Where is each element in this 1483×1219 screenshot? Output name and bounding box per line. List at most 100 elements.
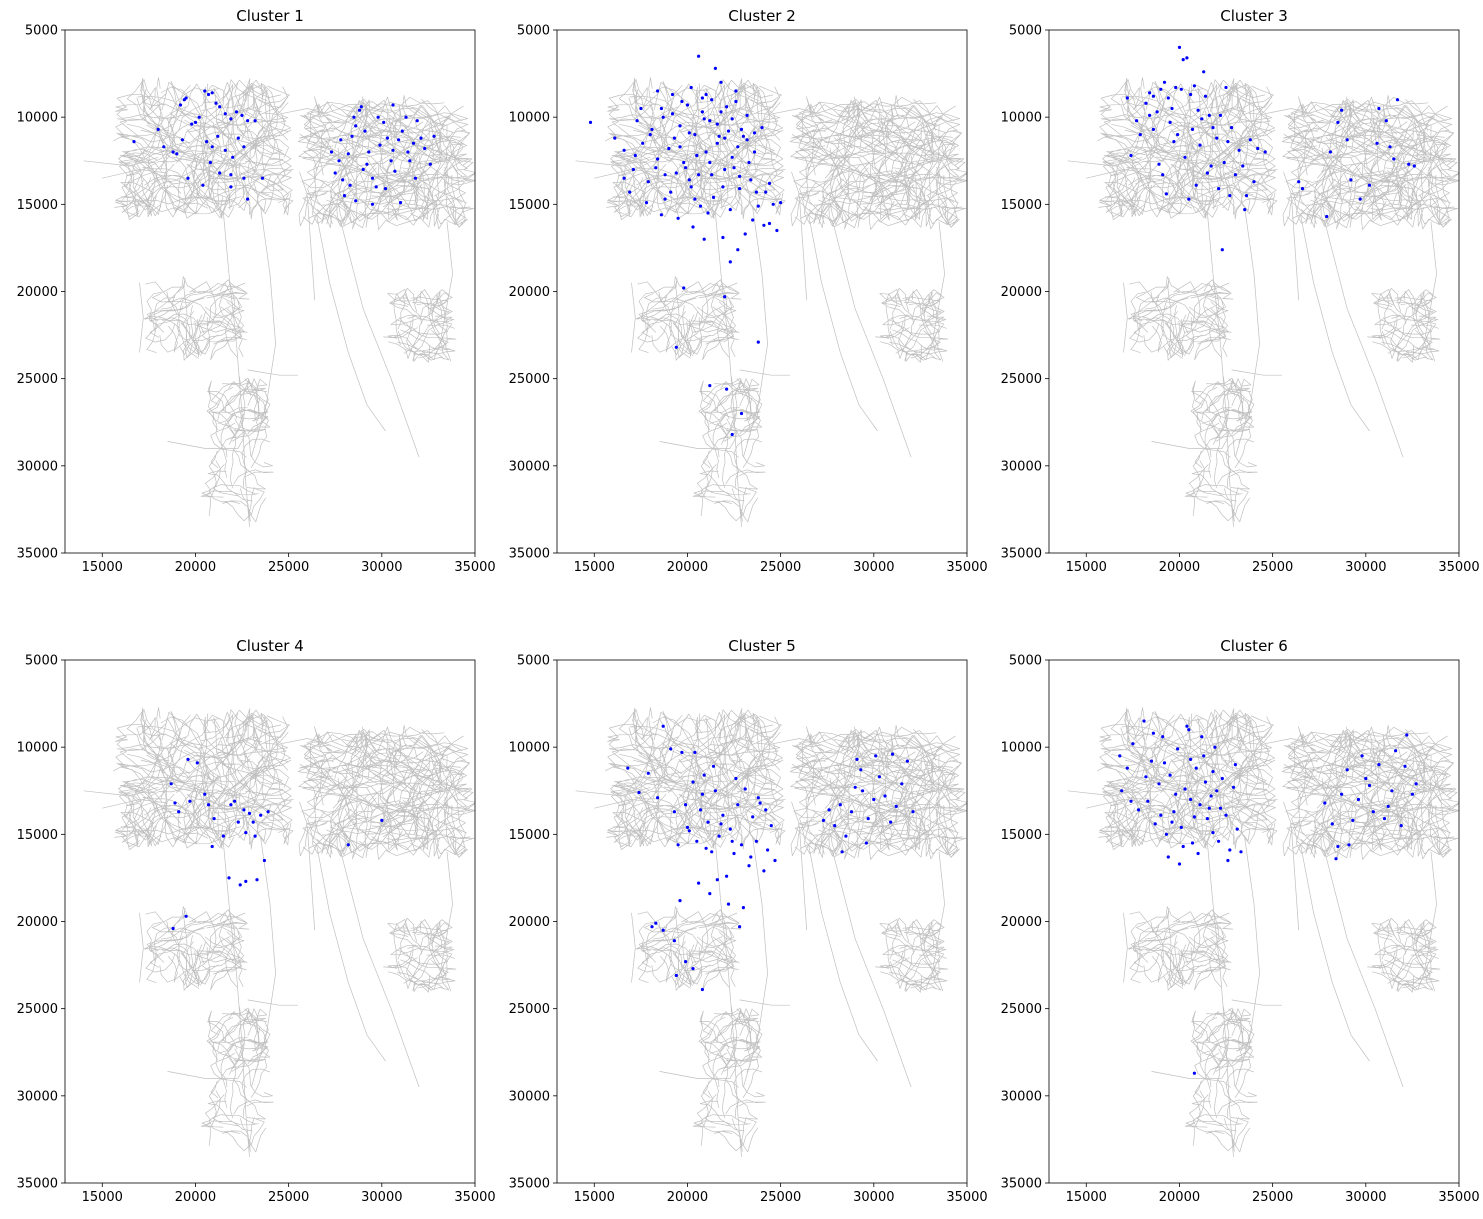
data-point <box>1205 817 1209 821</box>
data-point <box>1207 113 1211 117</box>
data-point <box>357 108 362 112</box>
data-point <box>821 818 826 822</box>
data-point <box>659 213 663 217</box>
data-point <box>766 848 770 852</box>
data-point <box>229 173 233 177</box>
data-point <box>210 145 214 149</box>
data-point <box>667 146 671 151</box>
data-point <box>413 176 417 180</box>
data-point <box>1157 162 1161 166</box>
data-point <box>1217 839 1221 843</box>
data-point <box>190 122 194 126</box>
data-point <box>726 902 731 906</box>
data-point <box>1181 844 1185 849</box>
data-point <box>236 136 240 140</box>
y-tick-label: 15000 <box>509 198 550 213</box>
data-point <box>702 117 706 121</box>
x-tick-label: 35000 <box>454 560 495 575</box>
data-point <box>864 841 868 845</box>
x-tick-label: 25000 <box>760 1190 801 1205</box>
data-point <box>342 194 347 198</box>
data-point <box>1394 749 1398 753</box>
y-tick-label: 20000 <box>1001 285 1042 300</box>
data-point <box>370 202 375 206</box>
data-point <box>661 115 665 119</box>
data-point <box>206 92 211 97</box>
data-point <box>1371 810 1375 814</box>
data-point <box>184 914 188 918</box>
data-point <box>700 792 704 796</box>
x-tick-label: 35000 <box>1438 560 1479 575</box>
data-point <box>1243 208 1247 212</box>
data-point <box>752 150 757 154</box>
data-point <box>838 803 842 807</box>
data-point <box>672 136 676 140</box>
data-point <box>730 432 734 437</box>
data-point <box>682 160 686 165</box>
data-point <box>715 141 719 145</box>
data-point <box>730 839 734 843</box>
x-tick-label: 15000 <box>82 1190 123 1205</box>
data-point <box>674 345 678 349</box>
x-tick-label: 20000 <box>175 560 216 575</box>
data-point <box>1166 855 1170 859</box>
data-point <box>1192 84 1196 88</box>
data-point <box>348 183 352 187</box>
x-tick-label: 20000 <box>175 1190 216 1205</box>
data-point <box>613 136 617 140</box>
data-point <box>650 127 654 131</box>
data-point <box>687 178 691 182</box>
data-point <box>622 176 626 180</box>
data-point <box>382 120 386 124</box>
data-point <box>1125 96 1129 100</box>
data-point <box>363 129 367 133</box>
data-point <box>1174 85 1178 90</box>
data-point <box>1192 815 1196 819</box>
data-point <box>1230 126 1234 130</box>
data-point <box>1146 799 1150 803</box>
data-point <box>637 790 641 795</box>
data-point <box>370 176 375 180</box>
data-point <box>1209 164 1213 168</box>
data-point <box>706 820 710 824</box>
data-point <box>1412 164 1416 168</box>
data-point <box>205 140 209 144</box>
data-point <box>641 141 645 145</box>
data-point <box>1218 806 1223 810</box>
data-point <box>736 803 740 807</box>
data-point <box>680 99 684 104</box>
data-point <box>1217 187 1221 191</box>
y-tick-label: 10000 <box>17 741 58 756</box>
data-point <box>631 167 635 172</box>
data-point <box>646 771 650 775</box>
data-point <box>654 166 658 170</box>
data-point <box>747 160 751 165</box>
data-point <box>214 101 218 105</box>
data-point <box>260 176 265 180</box>
data-point <box>685 825 690 829</box>
data-point <box>1241 164 1245 168</box>
data-point <box>227 876 231 880</box>
data-point <box>1377 106 1381 111</box>
x-tick-label: 35000 <box>946 560 987 575</box>
data-point <box>1248 138 1252 142</box>
data-point <box>1118 754 1122 758</box>
data-point <box>1135 119 1139 123</box>
data-point <box>670 112 675 116</box>
data-point <box>728 260 732 264</box>
data-point <box>1360 754 1364 758</box>
data-point <box>415 119 419 123</box>
data-point <box>195 761 199 765</box>
data-point <box>1407 162 1411 166</box>
data-point <box>365 162 369 166</box>
data-point <box>1235 827 1239 831</box>
data-point <box>743 787 747 791</box>
data-point <box>186 757 190 761</box>
data-point <box>702 237 706 241</box>
data-point <box>734 99 738 104</box>
data-point <box>715 878 719 882</box>
data-point <box>695 839 699 843</box>
y-tick-label: 35000 <box>509 547 550 562</box>
y-tick-label: 15000 <box>1001 198 1042 213</box>
data-point <box>1129 153 1133 158</box>
